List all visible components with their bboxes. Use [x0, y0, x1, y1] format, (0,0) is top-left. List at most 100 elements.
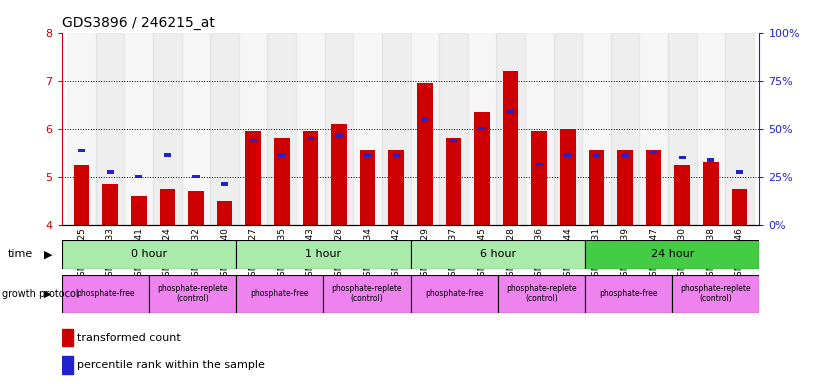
Text: phosphate-free: phosphate-free: [599, 289, 658, 298]
Bar: [302, 131, 319, 225]
Text: phosphate-replete
(control): phosphate-replete (control): [332, 284, 402, 303]
Bar: [149, 275, 236, 313]
Bar: [585, 275, 672, 313]
Bar: [410, 240, 585, 269]
Text: 24 hour: 24 hour: [650, 249, 694, 260]
Bar: [450, 139, 457, 142]
Bar: [353, 33, 382, 225]
Bar: [585, 240, 759, 269]
Bar: [668, 33, 696, 225]
Bar: [679, 156, 686, 159]
Bar: [382, 33, 410, 225]
Bar: [159, 189, 175, 225]
Text: phosphate-free: phosphate-free: [424, 289, 484, 298]
Bar: [239, 33, 268, 225]
Bar: [323, 275, 410, 313]
Bar: [336, 134, 342, 137]
Bar: [221, 182, 228, 185]
Bar: [274, 138, 290, 225]
Bar: [62, 356, 73, 374]
Text: phosphate-replete
(control): phosphate-replete (control): [681, 284, 751, 303]
Bar: [439, 33, 468, 225]
Bar: [164, 153, 171, 157]
Bar: [732, 189, 747, 225]
Bar: [725, 33, 754, 225]
Bar: [479, 127, 485, 130]
Bar: [421, 118, 429, 121]
Bar: [410, 33, 439, 225]
Text: phosphate-free: phosphate-free: [76, 289, 135, 298]
Bar: [268, 33, 296, 225]
Bar: [192, 175, 200, 178]
Bar: [250, 139, 257, 142]
Bar: [502, 71, 519, 225]
Bar: [62, 275, 149, 313]
Bar: [525, 33, 553, 225]
Text: GDS3896 / 246215_at: GDS3896 / 246215_at: [62, 16, 214, 30]
Bar: [296, 33, 324, 225]
Bar: [331, 124, 346, 225]
Bar: [703, 162, 718, 225]
Bar: [388, 150, 404, 225]
Bar: [640, 33, 668, 225]
Bar: [125, 33, 153, 225]
Text: 0 hour: 0 hour: [131, 249, 167, 260]
Text: percentile rank within the sample: percentile rank within the sample: [77, 360, 265, 370]
Bar: [553, 33, 582, 225]
Bar: [103, 184, 118, 225]
Text: growth protocol: growth protocol: [2, 289, 78, 299]
Bar: [364, 153, 371, 157]
Bar: [475, 112, 490, 225]
Bar: [131, 196, 147, 225]
Bar: [74, 165, 89, 225]
Text: 6 hour: 6 hour: [479, 249, 516, 260]
Bar: [650, 151, 657, 154]
Bar: [446, 138, 461, 225]
Bar: [188, 191, 204, 225]
Bar: [62, 329, 73, 346]
Bar: [507, 110, 514, 114]
Bar: [67, 33, 96, 225]
Bar: [560, 129, 576, 225]
Bar: [62, 240, 236, 269]
Bar: [245, 131, 261, 225]
Text: phosphate-replete
(control): phosphate-replete (control): [506, 284, 576, 303]
Bar: [210, 33, 239, 225]
Text: 1 hour: 1 hour: [305, 249, 342, 260]
Bar: [736, 170, 743, 174]
Bar: [307, 137, 314, 140]
Bar: [498, 275, 585, 313]
Bar: [696, 33, 725, 225]
Bar: [135, 175, 142, 178]
Bar: [674, 165, 690, 225]
Bar: [410, 275, 498, 313]
Text: ▶: ▶: [44, 249, 52, 260]
Bar: [672, 275, 759, 313]
Text: transformed count: transformed count: [77, 333, 181, 343]
Bar: [278, 153, 286, 157]
Bar: [589, 150, 604, 225]
Text: time: time: [8, 249, 34, 260]
Bar: [582, 33, 611, 225]
Bar: [96, 33, 125, 225]
Bar: [497, 33, 525, 225]
Bar: [707, 158, 714, 162]
Bar: [531, 131, 547, 225]
Bar: [324, 33, 353, 225]
Text: phosphate-replete
(control): phosphate-replete (control): [157, 284, 227, 303]
Bar: [153, 33, 181, 225]
Bar: [181, 33, 210, 225]
Bar: [236, 240, 410, 269]
Text: ▶: ▶: [44, 289, 51, 299]
Bar: [611, 33, 640, 225]
Bar: [564, 153, 571, 157]
Bar: [236, 275, 323, 313]
Bar: [392, 153, 400, 157]
Text: phosphate-free: phosphate-free: [250, 289, 309, 298]
Bar: [535, 163, 543, 166]
Bar: [646, 150, 662, 225]
Bar: [617, 150, 633, 225]
Bar: [468, 33, 497, 225]
Bar: [593, 153, 600, 157]
Bar: [360, 150, 375, 225]
